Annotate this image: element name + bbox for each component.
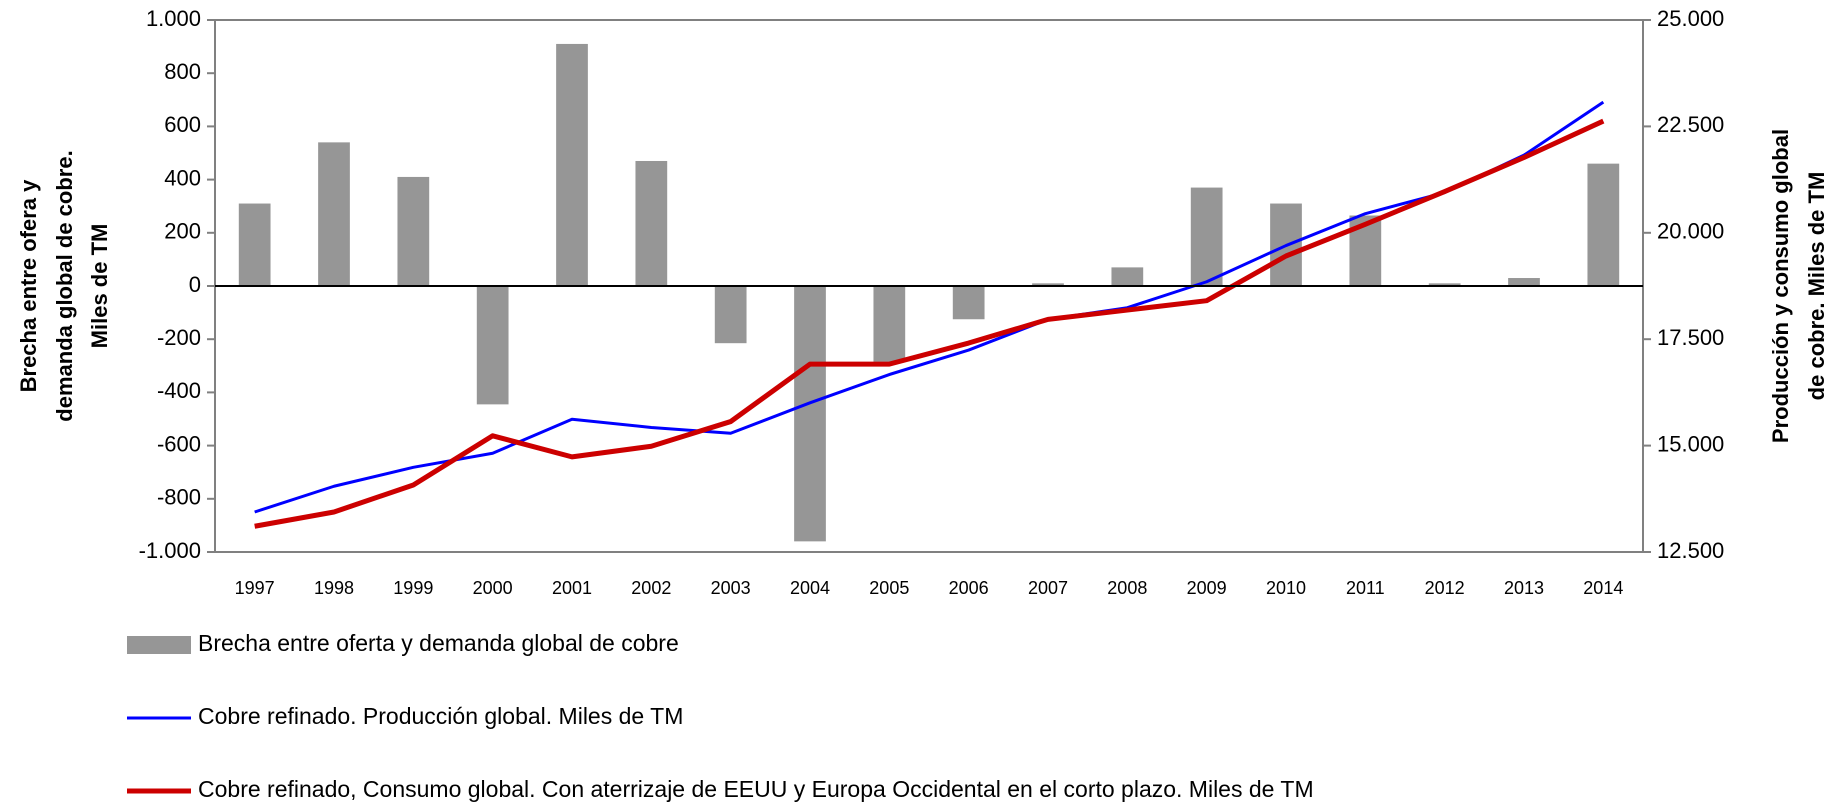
legend-label: Cobre refinado. Producción global. Miles… bbox=[198, 703, 683, 729]
x-tick-label: 2010 bbox=[1266, 578, 1306, 598]
x-tick-label: 1999 bbox=[393, 578, 433, 598]
legend-label: Brecha entre oferta y demanda global de … bbox=[198, 630, 679, 656]
bar bbox=[238, 203, 271, 286]
bar bbox=[873, 286, 906, 362]
y2-tick-label: 20.000 bbox=[1657, 219, 1724, 244]
bar bbox=[397, 176, 430, 286]
bar bbox=[635, 160, 668, 286]
legend-swatch bbox=[127, 636, 191, 654]
y2-tick-label: 25.000 bbox=[1657, 6, 1724, 31]
line bbox=[254, 118, 1605, 529]
bar bbox=[556, 43, 588, 286]
y-tick-label: 800 bbox=[164, 59, 201, 84]
bar bbox=[1508, 278, 1540, 286]
x-tick-label: 2000 bbox=[473, 578, 513, 598]
bar bbox=[1032, 283, 1064, 286]
bar bbox=[952, 286, 985, 320]
y-tick-label: -600 bbox=[157, 431, 201, 456]
bar bbox=[1190, 187, 1223, 286]
y-tick-label: -800 bbox=[157, 485, 201, 510]
x-tick-label: 2014 bbox=[1583, 578, 1623, 598]
y-axis-title: Miles de TM bbox=[87, 224, 112, 349]
y-tick-label: -200 bbox=[157, 325, 201, 350]
x-tick-label: 2006 bbox=[949, 578, 989, 598]
y-tick-label: 600 bbox=[164, 112, 201, 137]
x-tick-label: 2012 bbox=[1425, 578, 1465, 598]
y2-tick-label: 12.500 bbox=[1657, 538, 1724, 563]
y-tick-label: 0 bbox=[189, 272, 201, 297]
y-tick-label: 1.000 bbox=[146, 6, 201, 31]
bar bbox=[1111, 267, 1144, 286]
y2-axis-title: Producción y consumo global bbox=[1768, 129, 1793, 443]
line bbox=[254, 100, 1605, 514]
x-tick-label: 2005 bbox=[869, 578, 909, 598]
x-tick-label: 1997 bbox=[235, 578, 275, 598]
x-tick-label: 2001 bbox=[552, 578, 592, 598]
bar bbox=[318, 142, 350, 286]
y-axis-title: Brecha entre ofera y bbox=[16, 179, 41, 393]
x-tick-label: 2007 bbox=[1028, 578, 1068, 598]
y-tick-label: -1.000 bbox=[139, 538, 201, 563]
y2-tick-label: 15.000 bbox=[1657, 431, 1724, 456]
bar bbox=[476, 286, 509, 405]
x-tick-label: 2008 bbox=[1107, 578, 1147, 598]
bar bbox=[714, 286, 747, 344]
y2-axis-title: de cobre. Miles de TM bbox=[1804, 172, 1829, 401]
x-tick-label: 2004 bbox=[790, 578, 830, 598]
legend-label: Cobre refinado, Consumo global. Con ater… bbox=[198, 776, 1314, 802]
x-tick-label: 2011 bbox=[1346, 578, 1385, 598]
y-tick-label: 400 bbox=[164, 165, 201, 190]
y-tick-label: 200 bbox=[164, 219, 201, 244]
y2-tick-label: 17.500 bbox=[1657, 325, 1724, 350]
bar bbox=[1428, 283, 1461, 286]
bar bbox=[1587, 163, 1620, 286]
bar bbox=[794, 286, 826, 542]
y-axis-title: demanda global de cobre. bbox=[52, 150, 77, 421]
y2-tick-label: 22.500 bbox=[1657, 112, 1724, 137]
x-tick-label: 2002 bbox=[631, 578, 671, 598]
x-tick-label: 2003 bbox=[711, 578, 751, 598]
x-tick-label: 2013 bbox=[1504, 578, 1544, 598]
x-tick-label: 2009 bbox=[1187, 578, 1227, 598]
y-tick-label: -400 bbox=[157, 378, 201, 403]
x-tick-label: 1998 bbox=[314, 578, 354, 598]
